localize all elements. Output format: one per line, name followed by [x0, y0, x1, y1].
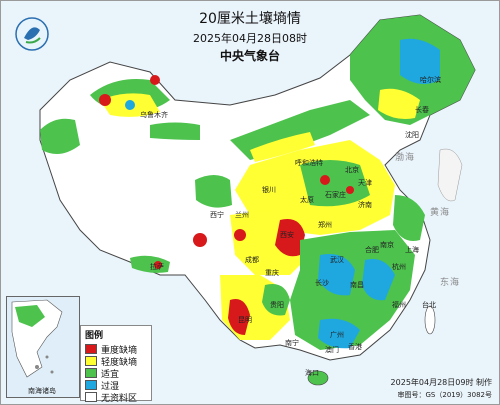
- north-red-spot-2: [346, 186, 354, 194]
- city-label: 哈尔滨: [420, 76, 441, 84]
- legend-label-wet: 过湿: [101, 381, 120, 392]
- city-label: 福州: [392, 301, 406, 309]
- legend-swatch-mild-dry: [85, 356, 97, 366]
- city-label: 西宁: [210, 211, 224, 219]
- region-guizhou-green: [262, 284, 290, 316]
- legend-row-wet: 过湿: [85, 379, 151, 392]
- legend-label-severe-dry: 重度缺墒: [101, 345, 138, 356]
- city-label: 上海: [405, 246, 419, 254]
- inset-map: [11, 299, 63, 378]
- north-red-spot-1: [320, 175, 330, 185]
- xinjiang-red-spot-1: [99, 94, 111, 106]
- cma-logo-icon: [15, 17, 49, 51]
- credit-approval-number: 审图号：GS（2019）3082号: [397, 391, 493, 399]
- city-label: 济南: [358, 201, 372, 209]
- city-label: 石家庄: [325, 191, 346, 199]
- sea-label-east: 东海: [440, 278, 461, 288]
- legend-label-nodata: 无资料区: [101, 393, 138, 404]
- inset-label: 南海诸岛: [28, 387, 56, 395]
- city-label: 南京: [380, 241, 394, 249]
- region-xinjiang-west: [40, 118, 80, 154]
- map-legend: 图例 重度缺墒 轻度缺墒 适宜 过湿 无资料区: [80, 325, 152, 404]
- credit-made-time: 2025年04月28日09时 制作: [390, 378, 492, 387]
- city-label: 银川: [262, 186, 276, 194]
- region-inner-mongolia-mild: [250, 132, 315, 162]
- severe-dry-spot-west: [234, 229, 246, 241]
- region-southeast-wet-2: [362, 259, 395, 301]
- city-label: 杭州: [392, 263, 406, 271]
- region-northeast-mild: [378, 88, 420, 119]
- legend-swatch-nodata: [85, 392, 97, 402]
- city-label: 西安: [280, 231, 294, 239]
- map-title: 20厘米土壤墒情: [199, 11, 301, 27]
- city-label: 南宁: [285, 339, 299, 347]
- city-label: 重庆: [265, 269, 279, 277]
- legend-swatch-suitable: [85, 368, 97, 378]
- xinjiang-blue-spot: [125, 100, 135, 110]
- city-label: 海口: [305, 369, 319, 377]
- sea-label-yellow: 黄海: [430, 208, 451, 218]
- city-label: 广州: [330, 331, 344, 339]
- city-label: 武汉: [330, 256, 344, 264]
- sea-label-bohai: 渤海: [395, 153, 416, 163]
- legend-swatch-wet: [85, 380, 97, 390]
- legend-row-severe-dry: 重度缺墒: [85, 343, 151, 356]
- legend-swatch-severe-dry: [85, 344, 97, 354]
- city-label: 昆明: [238, 316, 252, 324]
- city-label: 郑州: [318, 221, 332, 229]
- city-label: 乌鲁木齐: [140, 111, 168, 119]
- region-north-china-green: [300, 160, 370, 207]
- tibet-red-spot: [193, 233, 207, 247]
- legend-label-mild-dry: 轻度缺墒: [101, 357, 138, 368]
- city-label: 拉萨: [150, 263, 164, 271]
- city-label: 澳门: [325, 346, 339, 354]
- tibet-south-red: [154, 261, 162, 269]
- legend-row-suitable: 适宜: [85, 367, 151, 380]
- legend-title: 图例: [85, 331, 104, 341]
- region-severe-dry-shaanxi: [275, 219, 305, 257]
- legend-row-nodata: 无资料区: [85, 391, 151, 404]
- xinjiang-red-spot-2: [150, 75, 160, 85]
- taiwan-island: [424, 305, 436, 335]
- south-china-sea-inset: [6, 296, 80, 398]
- neighbor-korea: [437, 148, 463, 202]
- region-yunnan-red: [228, 299, 250, 335]
- city-label: 台北: [422, 301, 436, 309]
- region-southeast-wet-1: [318, 254, 355, 296]
- city-label: 天津: [358, 179, 372, 187]
- city-label: 香港: [348, 343, 362, 351]
- legend-label-suitable: 适宜: [101, 369, 120, 380]
- city-label: 兰州: [235, 211, 249, 219]
- city-label: 太原: [300, 196, 314, 204]
- region-northeast-wet: [400, 38, 440, 84]
- city-label: 沈阳: [405, 131, 419, 139]
- region-tibet-south: [130, 255, 170, 273]
- hainan-island: [307, 370, 329, 386]
- city-label: 南昌: [350, 281, 364, 289]
- map-datetime: 2025年04月28日08时: [193, 32, 307, 45]
- map-issuer: 中央气象台: [219, 49, 280, 63]
- legend-row-mild-dry: 轻度缺墒: [85, 355, 151, 368]
- region-qinghai-west: [195, 175, 232, 208]
- region-east-coast-green: [393, 195, 425, 241]
- city-label: 合肥: [365, 246, 379, 254]
- region-guangdong-wet: [318, 318, 360, 349]
- city-label: 呼和浩特: [295, 159, 323, 167]
- city-label: 北京: [345, 166, 359, 174]
- city-label: 长春: [415, 106, 429, 114]
- city-label: 贵阳: [270, 301, 284, 309]
- region-xinjiang-south-belt: [150, 122, 200, 140]
- city-label: 长沙: [315, 279, 329, 287]
- city-label: 成都: [245, 256, 259, 264]
